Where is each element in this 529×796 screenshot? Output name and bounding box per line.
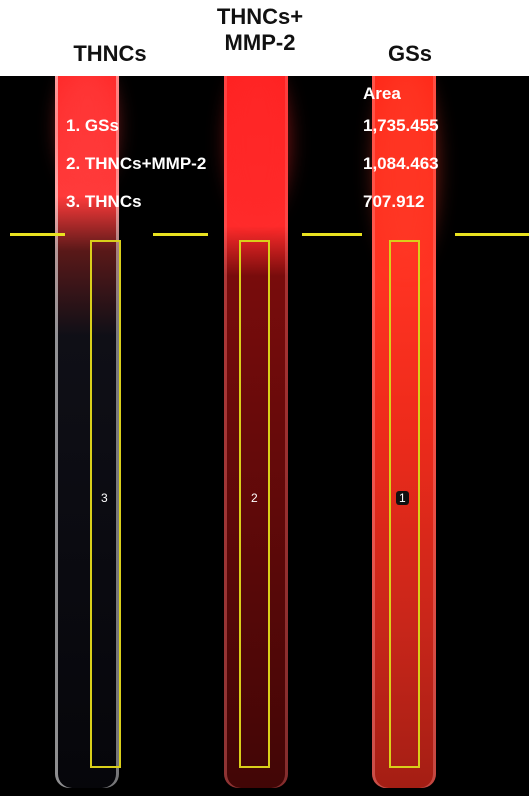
legend-area: 1,084.463 [363,154,439,173]
roi-box-gss [389,240,420,768]
column-title-line: THNCs+ [216,4,304,29]
threshold-line [455,233,529,236]
glow-top-2 [228,76,288,216]
fluorescence-photo: 3 2 1 Area 1. GSs 1,735.455 2. THNCs+MMP… [0,76,529,796]
column-title-thncs-mmp2: THNCs+ MMP-2 [190,4,330,56]
roi-number: 3 [101,491,108,505]
column-title-thncs: THNCs [73,41,147,66]
tube-thncs [55,76,119,788]
roi-box-thncs-mmp2 [239,240,270,768]
column-title-gss: GSs [387,41,433,66]
glow-top-1 [60,76,115,186]
threshold-line [10,233,65,236]
header-bar: THNCs THNCs+ MMP-2 GSs [0,0,529,76]
threshold-line [302,233,362,236]
column-title-line: MMP-2 [224,30,296,55]
area-header: Area [363,84,401,103]
glow-top-3 [376,76,436,266]
roi-box-thncs [90,240,121,768]
legend-area: 707.912 [363,192,425,211]
roi-number: 2 [251,491,258,505]
threshold-line [153,233,208,236]
legend-area: 1,735.455 [363,116,439,135]
legend-label: 1. GSs [66,116,119,135]
roi-number: 1 [396,491,409,505]
legend-label: 3. THNCs [66,192,142,211]
legend-label: 2. THNCs+MMP-2 [66,154,207,173]
